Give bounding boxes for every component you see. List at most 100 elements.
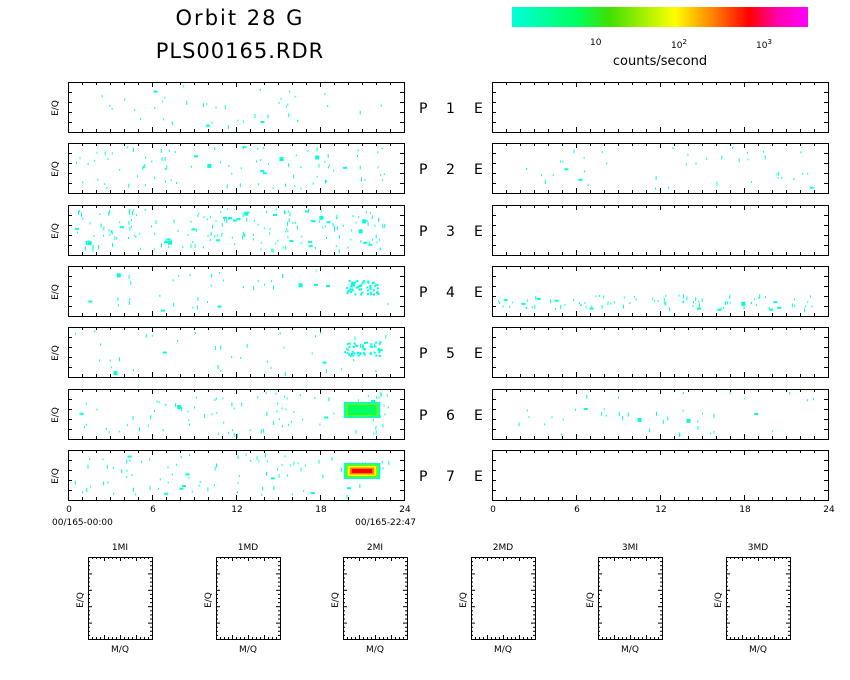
row-7-left-point (258, 460, 260, 463)
row-5-burst-point (379, 354, 381, 357)
row-2-left-point (295, 154, 297, 157)
row-4-burst-point (366, 286, 369, 289)
row-3-left-point (135, 235, 137, 238)
row-2-left-point (144, 184, 146, 187)
box-2mi-title: 2MI (367, 543, 383, 553)
row-4-left-point (130, 280, 132, 285)
row-3-left-point (366, 220, 368, 222)
row-2-right-point (601, 151, 603, 153)
row-2-left-point (174, 150, 176, 153)
row-7-left-point (238, 475, 240, 478)
row-2-left-point (377, 166, 379, 169)
row-2-left-point (164, 157, 166, 161)
row-4-left-point (282, 274, 283, 279)
row-6-left-point (328, 397, 330, 402)
row-7-left-point (180, 456, 182, 459)
row-3-left-point (269, 228, 271, 231)
row-4-right-point (652, 297, 654, 300)
row-5-burst-point (348, 342, 351, 345)
row-3-left-point (109, 209, 111, 214)
row-7-left-point (141, 460, 143, 463)
row-3-left-point (154, 232, 156, 235)
row-4-right-point (603, 295, 605, 298)
row-6-left-point (85, 402, 87, 405)
box-1md-ylabel: E/Q (204, 592, 214, 608)
row-4-right-point (573, 299, 575, 301)
row-3-left-point (300, 242, 302, 245)
box-1mi-title: 1MI (112, 543, 128, 553)
row-6-burst-layer-3 (347, 405, 377, 415)
row-2-right-point (716, 181, 718, 186)
row-3-left-point (109, 233, 111, 236)
row-3-left-point (217, 234, 219, 237)
row-4-burst-point (348, 280, 351, 282)
row-3-left-point (244, 211, 249, 216)
row-5-left-point (311, 352, 313, 355)
row-3-left-point (305, 210, 309, 213)
row-4-right-point (809, 295, 811, 298)
row-6-left-point (284, 395, 285, 398)
row-4-left-point (358, 288, 363, 291)
row-2-left-point (288, 163, 290, 168)
row-7-left-point (310, 492, 315, 495)
row-6-left-point (194, 406, 195, 409)
row-4-burst-point (346, 287, 349, 289)
row-5-burst-point (347, 348, 349, 351)
row-3-left-point (352, 215, 354, 217)
row-7-left-point (284, 455, 286, 458)
row-6-left-point (375, 430, 377, 435)
row-4-left-point (207, 301, 208, 304)
row-5-burst-point (371, 345, 374, 348)
row-2-right-point (687, 153, 689, 156)
row-1-left-panel (68, 82, 405, 133)
row-4-burst-point (346, 292, 349, 295)
row-6-left-point (278, 418, 280, 421)
row-6-right-point (603, 408, 605, 411)
row-6-left-point (233, 407, 235, 410)
row-6-left-point (287, 424, 289, 426)
row-3-left-point (168, 240, 172, 245)
row-5-burst-point (349, 354, 352, 357)
row-6-right-point (637, 417, 642, 422)
row-6-left-point (118, 430, 120, 433)
row-7-left-point (121, 469, 123, 474)
row-3-left-point (139, 232, 141, 235)
row-2-left-point (242, 147, 244, 150)
row-6-left-point (290, 420, 292, 423)
row-3-left-point (89, 222, 91, 225)
row-2-left-point (136, 175, 138, 178)
row-4-left-point (159, 294, 161, 297)
row-5-left-point (194, 331, 196, 334)
row-2-right-point (526, 168, 528, 170)
row-3-left-point (382, 224, 384, 229)
row-7-left-point (74, 480, 76, 485)
row-3-left-point (103, 226, 105, 231)
row-3-left-point (81, 212, 82, 217)
row-4-burst-point (354, 293, 357, 296)
row-5-left-point (270, 366, 272, 369)
row-2-left-point (380, 174, 382, 177)
row-4-right-point (509, 305, 511, 308)
row-4-right-point (536, 297, 541, 300)
row-3-left-point (294, 221, 296, 224)
row-5-burst-point (353, 342, 356, 345)
row-2-left-point (316, 147, 318, 152)
row-1-left-point (288, 113, 290, 118)
row-5-burst-point (366, 341, 368, 344)
row-4-left-point (196, 305, 198, 310)
row-3-left-point (376, 241, 378, 244)
row-4-right-point (580, 304, 582, 306)
row-3-left-point (85, 240, 87, 245)
row-4-right-point (634, 295, 636, 298)
row-3-left-point (332, 222, 334, 227)
row-4-right-point (623, 304, 624, 309)
row-4-left-point (189, 274, 191, 277)
row-2-left-point (96, 151, 98, 154)
row-6-label-num: 6 (446, 408, 455, 424)
row-1-left-point (154, 107, 156, 110)
row-5-ylabel-left: E/Q (51, 345, 61, 361)
row-2-left-point (164, 168, 166, 170)
row-3-left-point (98, 245, 99, 249)
row-2-right-point (587, 183, 589, 186)
row-6-left-point (181, 407, 183, 412)
